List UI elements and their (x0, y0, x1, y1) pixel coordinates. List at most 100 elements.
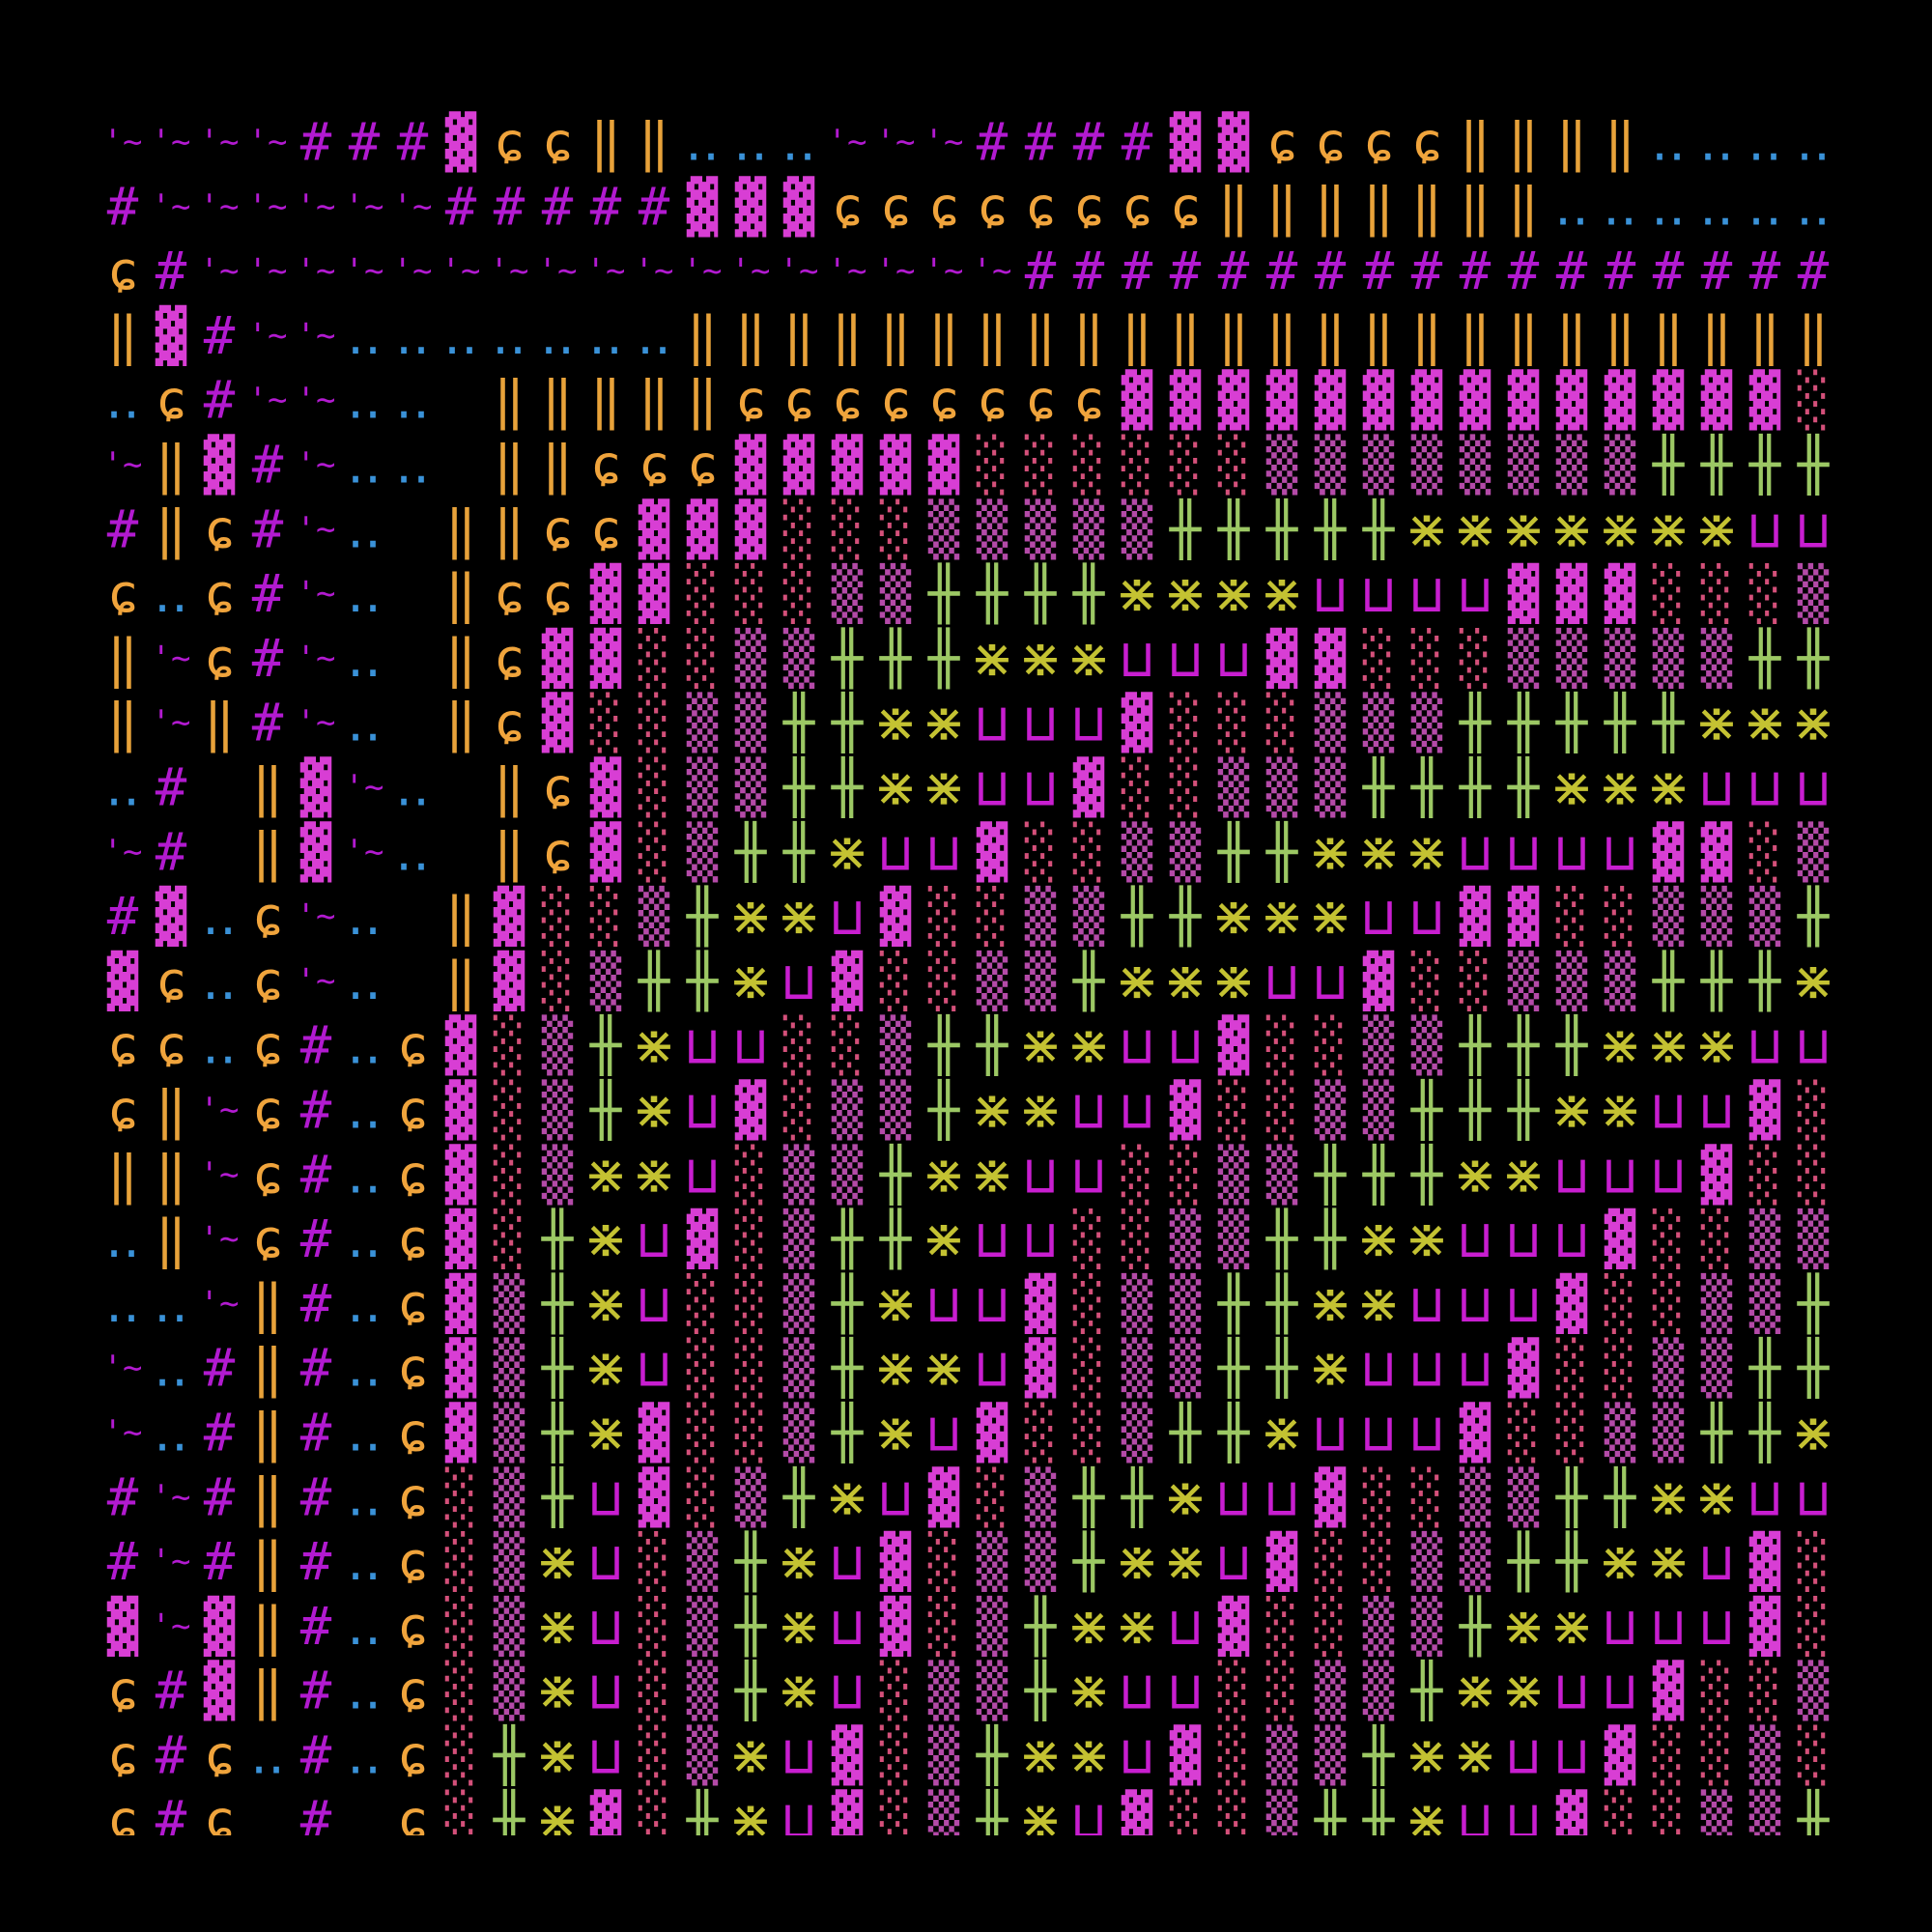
glyph-cell: '~ (248, 123, 288, 161)
glyph-cell: ╫ (1700, 1402, 1734, 1464)
glyph-cell: ░ (1170, 1143, 1202, 1205)
glyph-cell: ╫ (831, 1272, 865, 1335)
glyph-cell: ░ (1798, 1595, 1830, 1657)
glyph-cell: ╫ (782, 820, 816, 883)
glyph-cell: '~ (200, 1155, 240, 1194)
glyph-cell: ɕ (928, 370, 960, 431)
glyph-cell: # (542, 176, 574, 237)
glyph-cell: '~ (345, 187, 384, 226)
glyph-cell: ░ (639, 1660, 670, 1721)
glyph-cell: ⊔ (1605, 821, 1636, 882)
glyph-cell: ɕ (977, 176, 1009, 237)
glyph-cell: # (300, 1596, 332, 1657)
glyph-cell: ▓ (1749, 1079, 1781, 1141)
glyph-cell: ‖ (1508, 305, 1540, 366)
glyph-cell: ▒ (783, 1208, 815, 1269)
glyph-cell: ▓ (1411, 369, 1443, 431)
glyph-cell: ╫ (1748, 1402, 1782, 1464)
glyph-cell: # (300, 1144, 332, 1205)
glyph-cell: ╫ (1362, 1788, 1396, 1851)
glyph-cell: ‖ (1749, 305, 1781, 366)
glyph-cell: ‖ (1605, 112, 1636, 173)
glyph-cell: ╫ (1072, 950, 1106, 1012)
glyph-cell: ɕ (783, 370, 815, 431)
glyph-cell: ‖ (494, 498, 526, 559)
glyph-cell: ╫ (1265, 820, 1299, 883)
glyph-cell: ▒ (542, 1143, 574, 1205)
glyph-cell: ░ (1315, 1530, 1347, 1592)
glyph-cell: ╫ (1652, 434, 1686, 497)
glyph-cell: ɕ (204, 498, 236, 559)
glyph-cell: ╫ (1555, 1465, 1589, 1528)
glyph-cell: ▒ (783, 1272, 815, 1334)
glyph-cell: ⋇ (1694, 498, 1738, 559)
glyph-cell: ░ (1266, 1660, 1298, 1721)
glyph-cell: # (300, 1466, 332, 1527)
glyph-cell: ⋇ (535, 1531, 579, 1592)
glyph-cell: ▓ (494, 885, 526, 947)
glyph-cell: ɕ (397, 1403, 429, 1463)
glyph-cell: '~ (152, 703, 191, 742)
glyph-cell: ɕ (1363, 112, 1395, 173)
glyph-cell: ▒ (1798, 562, 1830, 624)
glyph-cell: ░ (783, 1079, 815, 1141)
glyph-cell: ▒ (1701, 1337, 1733, 1399)
glyph-cell: ░ (832, 1014, 864, 1076)
glyph-cell: ░ (445, 1788, 477, 1850)
glyph-cell: ╫ (541, 1272, 575, 1335)
glyph-cell: ▓ (735, 497, 767, 559)
glyph-cell: ɕ (107, 563, 139, 624)
glyph-cell: ⋇ (970, 1144, 1013, 1205)
glyph-cell: ▒ (1266, 1724, 1298, 1786)
glyph-cell: ‖ (445, 498, 477, 559)
glyph-cell: ░ (1556, 885, 1588, 947)
glyph-cell: ▓ (494, 950, 526, 1011)
glyph-cell: ╫ (1748, 627, 1782, 690)
glyph-cell: ▒ (1749, 1208, 1781, 1269)
glyph-cell: ɕ (639, 435, 670, 496)
glyph-cell: ╫ (1507, 756, 1541, 819)
glyph-cell: ╫ (976, 1724, 1009, 1787)
glyph-cell: ▓ (445, 1272, 477, 1334)
glyph-cell: ▒ (1315, 756, 1347, 818)
glyph-cell: ⊔ (1460, 1208, 1492, 1269)
glyph-cell: ⊔ (1218, 1466, 1250, 1527)
glyph-cell: ⋇ (1791, 1403, 1834, 1463)
glyph-cell: ⊔ (1363, 1338, 1395, 1399)
glyph-cell: ⋇ (1549, 757, 1593, 818)
glyph-cell: ╫ (541, 1465, 575, 1528)
glyph-cell: ⊔ (1701, 757, 1733, 818)
glyph-cell: ɕ (156, 951, 187, 1011)
glyph-cell: ⋇ (1308, 821, 1351, 882)
glyph-cell: ⋇ (632, 1080, 675, 1141)
glyph-cell: ɕ (542, 563, 574, 624)
glyph-cell: # (1653, 241, 1685, 301)
glyph-cell: ‖ (445, 951, 477, 1011)
glyph-cell: ▓ (639, 1465, 670, 1527)
glyph-cell: ░ (1218, 1660, 1250, 1721)
glyph-cell: '~ (200, 123, 240, 161)
glyph-cell: ╫ (1169, 497, 1203, 560)
glyph-cell: ⋇ (825, 1466, 868, 1527)
glyph-cell: ⋇ (1646, 1466, 1690, 1527)
glyph-cell: ‥ (1699, 176, 1734, 237)
glyph-cell: ‥ (347, 1596, 382, 1657)
glyph-cell: '~ (490, 252, 529, 291)
glyph-cell: ▒ (1025, 1530, 1057, 1592)
glyph-cell: ▓ (1170, 369, 1202, 431)
glyph-cell: ⋇ (1694, 693, 1738, 753)
glyph-cell: ▓ (735, 434, 767, 496)
glyph-cell: ▓ (1315, 369, 1347, 431)
glyph-cell: ⋇ (1018, 1789, 1062, 1850)
glyph-cell: ▓ (1508, 369, 1540, 431)
glyph-cell: # (156, 1725, 187, 1786)
glyph-cell: ⋇ (1066, 1661, 1110, 1721)
glyph-cell: ‥ (154, 563, 188, 624)
glyph-cell: # (107, 498, 139, 559)
glyph-cell: ▒ (928, 1788, 960, 1850)
glyph-cell: '~ (924, 123, 964, 161)
glyph-cell: ╫ (879, 627, 913, 690)
glyph-cell: ░ (1218, 1079, 1250, 1141)
glyph-cell: ▓ (107, 950, 139, 1011)
glyph-cell: ▒ (1508, 627, 1540, 689)
